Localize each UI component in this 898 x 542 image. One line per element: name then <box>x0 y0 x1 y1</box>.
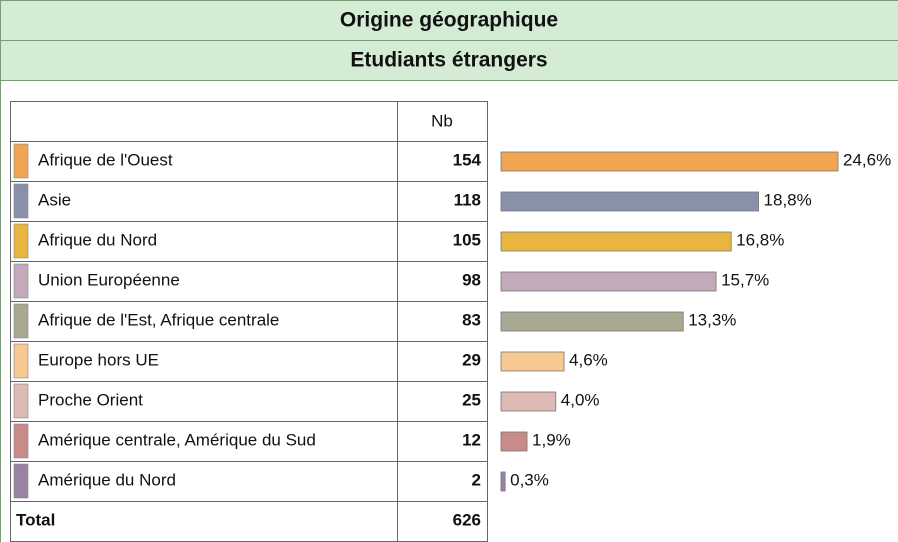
category-label: Amérique centrale, Amérique du Sud <box>38 430 316 449</box>
chart-subtitle: Etudiants étrangers <box>350 49 547 72</box>
count: 154 <box>453 150 482 169</box>
color-key <box>13 143 29 179</box>
column-header: Nb <box>431 111 453 130</box>
category-label: Amérique du Nord <box>38 470 176 489</box>
color-key <box>13 263 29 299</box>
count: 29 <box>462 350 481 369</box>
subtitle-band <box>0 40 898 81</box>
value-label: 1,9% <box>532 430 571 449</box>
category-label: Asie <box>38 190 71 209</box>
color-key <box>13 223 29 259</box>
value-label: 4,6% <box>569 350 608 369</box>
category-label: Afrique de l'Est, Afrique centrale <box>38 310 279 329</box>
color-key <box>13 463 29 499</box>
bar <box>500 231 732 252</box>
bar <box>500 271 717 292</box>
color-key <box>13 183 29 219</box>
color-key <box>13 343 29 379</box>
value-label: 0,3% <box>510 470 549 489</box>
count: 83 <box>462 310 481 329</box>
bar <box>500 191 759 212</box>
count: 98 <box>462 270 481 289</box>
title-band <box>0 0 898 41</box>
bar <box>500 431 528 452</box>
count: 118 <box>454 190 481 209</box>
category-label: Union Européenne <box>38 270 180 289</box>
count: 2 <box>472 470 481 489</box>
category-label: Afrique du Nord <box>38 230 157 249</box>
value-label: 24,6% <box>843 150 891 169</box>
bar <box>500 151 839 172</box>
bar <box>500 311 684 332</box>
category-label: Europe hors UE <box>38 350 159 369</box>
color-key <box>13 423 29 459</box>
bar <box>500 391 557 412</box>
value-label: 13,3% <box>688 310 736 329</box>
color-key <box>13 383 29 419</box>
bar <box>500 351 565 372</box>
count: 25 <box>462 390 481 409</box>
value-label: 4,0% <box>561 390 600 409</box>
category-label: Proche Orient <box>38 390 143 409</box>
category-label: Afrique de l'Ouest <box>38 150 173 169</box>
total: 626 <box>453 510 481 529</box>
color-key <box>13 303 29 339</box>
value-label: 18,8% <box>764 190 812 209</box>
total-label: Total <box>16 510 55 529</box>
count: 12 <box>462 430 481 449</box>
value-label: 16,8% <box>736 230 784 249</box>
chart-title: Origine géographique <box>340 9 558 32</box>
value-label: 15,7% <box>721 270 769 289</box>
bar <box>500 471 506 492</box>
count: 105 <box>453 230 481 249</box>
